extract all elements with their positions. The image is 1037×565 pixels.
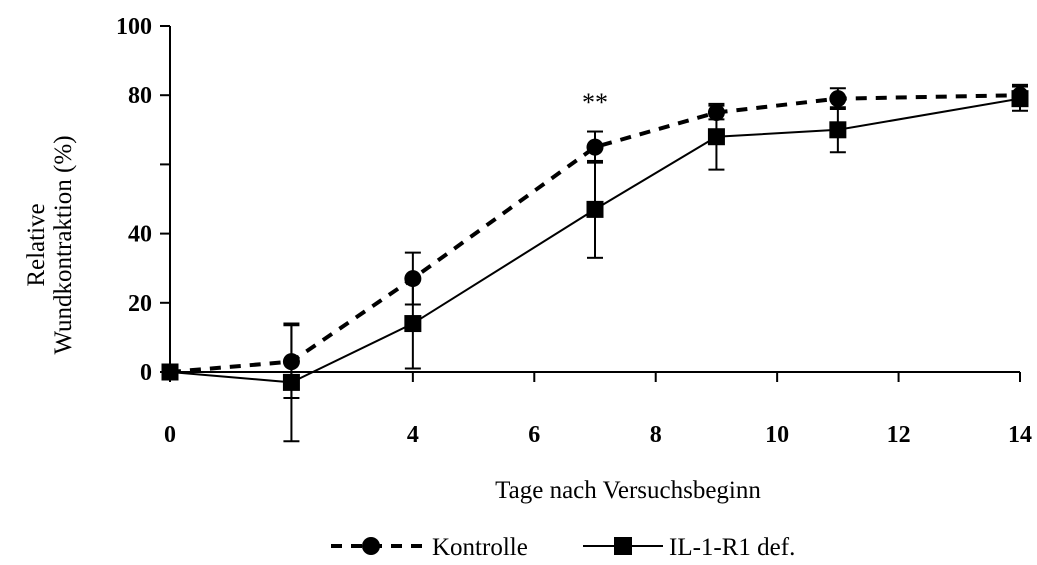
x-tick-label: 8 — [650, 422, 662, 448]
legend-kontrolle-label: Kontrolle — [432, 534, 528, 561]
legend: Kontrolle IL-1-R1 def. — [331, 534, 795, 561]
x-axis-title: Tage nach Versuchsbeginn — [495, 477, 761, 504]
x-tick-label: 12 — [887, 422, 911, 448]
y-tick-label: 0 — [140, 360, 152, 386]
data-point — [404, 315, 422, 333]
data-point — [282, 373, 300, 391]
x-tick-label: 6 — [528, 422, 540, 448]
y-tick-label: 40 — [128, 222, 152, 248]
data-point — [829, 90, 847, 108]
legend-il1r1-label: IL-1-R1 def. — [669, 534, 795, 561]
data-point — [586, 200, 604, 218]
plot-area — [161, 83, 1029, 443]
y-tick-label: 80 — [128, 83, 152, 109]
data-point — [586, 138, 604, 156]
x-tick-label: 0 — [164, 422, 176, 448]
y-axis-title-line-2: Wundkontraktion (%) — [50, 135, 77, 354]
legend-il1r1-marker — [614, 537, 632, 555]
data-point — [1011, 90, 1029, 108]
x-tick-label: 10 — [765, 422, 789, 448]
y-tick-label: 20 — [128, 291, 152, 317]
significance-annotation: ** — [582, 88, 608, 117]
data-point — [707, 128, 725, 146]
x-tick-labels: 0 4 6 8 10 12 14 — [164, 422, 1032, 448]
y-axis-title: Relative Wundkontraktion (%) — [23, 135, 77, 354]
x-tick-label: 14 — [1008, 422, 1032, 448]
series-il-1-r1-def — [161, 85, 1029, 443]
y-tick-labels: 0 20 40 80 100 — [116, 14, 152, 386]
data-point — [829, 121, 847, 139]
data-point — [161, 363, 179, 381]
x-tick-label: 4 — [407, 422, 419, 448]
y-axis-title-line-1: Relative — [23, 203, 50, 286]
legend-kontrolle-marker — [362, 537, 380, 555]
y-tick-label: 100 — [116, 14, 152, 40]
